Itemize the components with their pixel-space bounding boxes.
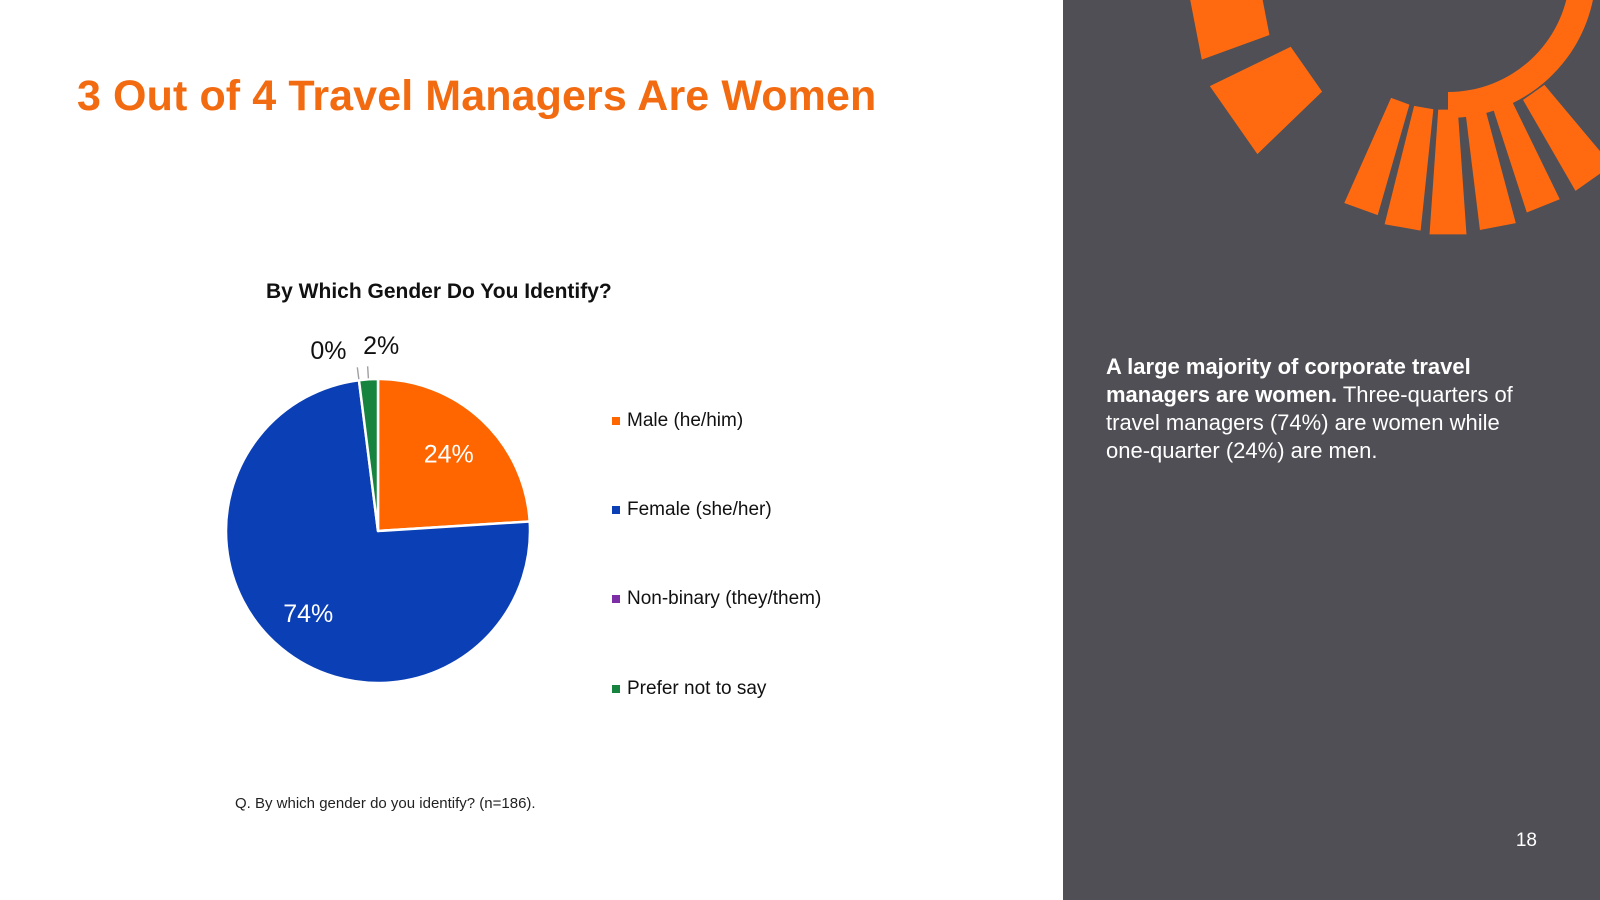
- sun-ray-3: [1429, 109, 1467, 235]
- chart-title: By Which Gender Do You Identify?: [266, 280, 612, 303]
- legend-item-prefer-not-to-say: Prefer not to say: [612, 678, 766, 700]
- sunburst-logo-graphic: [1190, 0, 1600, 235]
- legend-label-male: Male (he/him): [627, 410, 744, 431]
- side-panel: A large majority of corporate travel man…: [1063, 0, 1600, 900]
- sun-ray-6: [1523, 84, 1600, 191]
- data-label-female-she-her: 74%: [283, 600, 333, 628]
- legend-label-non-binary: Non-binary (they/them): [627, 588, 822, 609]
- pie-slice-male-he-him: [376, 377, 531, 533]
- legend-swatch-female: [612, 506, 620, 514]
- side-summary-text: A large majority of corporate travel man…: [1106, 353, 1546, 465]
- legend-label-female: Female (she/her): [627, 499, 772, 520]
- side-summary-body: Three-quarters of travel managers (74%) …: [1106, 382, 1513, 463]
- legend-item-female: Female (she/her): [612, 499, 772, 521]
- pie-chart: 24% 74% 0% 2%: [224, 332, 532, 685]
- question-footnote: Q. By which gender do you identify? (n=1…: [235, 795, 536, 812]
- legend-item-non-binary: Non-binary (they/them): [612, 588, 821, 610]
- sun-ray-4: [1465, 105, 1516, 231]
- legend-swatch-non-binary: [612, 595, 620, 603]
- sun-ray-7: [1209, 46, 1323, 155]
- page-number: 18: [1515, 830, 1537, 851]
- sun-ray-2: [1384, 105, 1434, 231]
- data-label-male-he-him: 24%: [424, 440, 474, 468]
- legend-item-male: Male (he/him): [612, 410, 743, 432]
- legend-label-prefer-not-to-say: Prefer not to say: [627, 678, 767, 699]
- sun-ray-8: [1190, 0, 1270, 60]
- data-label-non-binary-they-them: 0%: [310, 337, 346, 365]
- legend-swatch-prefer-not-to-say: [612, 685, 620, 693]
- sun-ray-5: [1491, 95, 1560, 213]
- slide-title: 3 Out of 4 Travel Managers Are Women: [77, 72, 877, 120]
- side-summary-bold: A large majority of corporate travel man…: [1106, 354, 1471, 407]
- leader-line-non-binary-they-them: [356, 367, 360, 380]
- data-label-prefer-not-to-say: 2%: [363, 332, 399, 360]
- sun-arc: [1448, 0, 1593, 118]
- pie-slice-prefer-not-to-say: [357, 377, 380, 533]
- leader-line-prefer-not-to-say: [366, 366, 370, 379]
- legend-swatch-male: [612, 417, 620, 425]
- sun-ray-1: [1344, 97, 1410, 216]
